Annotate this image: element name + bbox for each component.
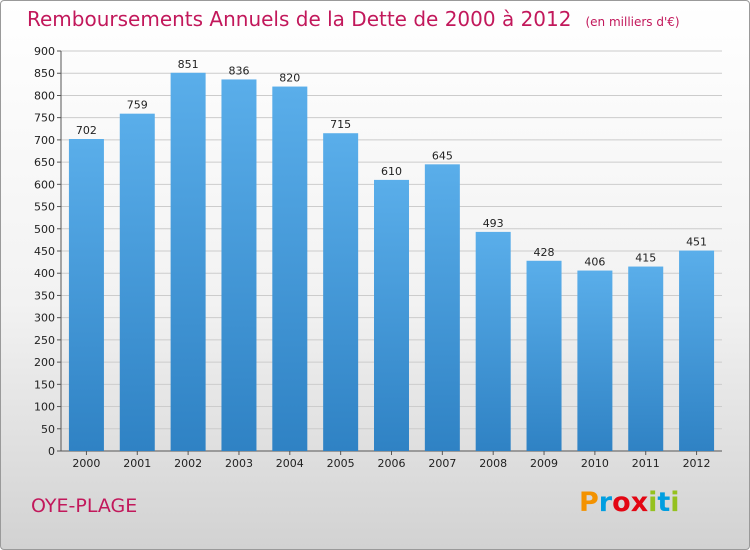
bar xyxy=(272,86,308,452)
x-tick-label: 2009 xyxy=(530,457,558,470)
x-tick-label: 2004 xyxy=(276,457,304,470)
y-tick-label: 400 xyxy=(34,267,55,280)
logo-letter: P xyxy=(579,487,599,518)
bar xyxy=(628,266,664,451)
bars xyxy=(68,72,715,452)
x-tick-label: 2010 xyxy=(581,457,609,470)
bar-value-label: 428 xyxy=(534,246,555,259)
y-tick-label: 350 xyxy=(34,289,55,302)
bar-value-label: 759 xyxy=(127,99,148,112)
bar-value-label: 715 xyxy=(330,118,351,131)
chart-unit: (en milliers d'€) xyxy=(585,15,680,29)
logo-letter: o xyxy=(612,487,631,518)
logo-letter: t xyxy=(657,487,671,518)
logo-letter: i xyxy=(648,487,658,518)
x-tick-label: 2008 xyxy=(479,457,507,470)
bar xyxy=(221,79,257,451)
y-tick-label: 850 xyxy=(34,67,55,80)
x-tick-label: 2011 xyxy=(632,457,660,470)
x-tick-label: 2000 xyxy=(72,457,100,470)
bar-value-label: 702 xyxy=(76,124,97,137)
y-tick-label: 150 xyxy=(34,378,55,391)
bar-value-label: 820 xyxy=(279,72,300,85)
chart-title-text: Remboursements Annuels de la Dette de 20… xyxy=(27,7,572,31)
x-tick-label: 2003 xyxy=(225,457,253,470)
logo-letter: x xyxy=(630,487,649,518)
bar xyxy=(424,164,460,452)
bar xyxy=(526,260,562,451)
bar xyxy=(170,72,206,452)
y-tick-label: 600 xyxy=(34,178,55,191)
bar-value-label: 610 xyxy=(381,165,402,178)
y-tick-label: 800 xyxy=(34,89,55,102)
y-tick-label: 250 xyxy=(34,334,55,347)
y-tick-label: 700 xyxy=(34,134,55,147)
bar xyxy=(374,179,409,451)
x-tick-label: 2001 xyxy=(123,457,151,470)
logo-letter: i xyxy=(670,487,680,518)
bar xyxy=(577,270,613,451)
y-tick-label: 900 xyxy=(34,45,55,58)
commune-name: OYE-PLAGE xyxy=(31,495,138,517)
bar-value-label: 406 xyxy=(584,256,605,269)
x-tick-label: 2007 xyxy=(428,457,456,470)
chart-title: Remboursements Annuels de la Dette de 20… xyxy=(27,7,680,31)
y-tick-label: 550 xyxy=(34,201,55,214)
bar xyxy=(323,133,359,451)
bar-value-label: 851 xyxy=(178,58,199,71)
bar-value-label: 493 xyxy=(483,217,504,230)
bar xyxy=(68,139,104,451)
y-tick-label: 50 xyxy=(41,423,55,436)
bar-value-label: 451 xyxy=(686,236,707,249)
labels: 0 50 100 150 200 250 300 350 400 450 500 550 600 650 7… xyxy=(34,45,711,470)
y-tick-label: 100 xyxy=(34,401,55,414)
bar-value-label: 836 xyxy=(228,64,249,77)
y-tick-label: 200 xyxy=(34,356,55,369)
x-tick-label: 2005 xyxy=(327,457,355,470)
y-tick-label: 450 xyxy=(34,245,55,258)
x-tick-label: 2002 xyxy=(174,457,202,470)
bar-value-label: 415 xyxy=(635,252,656,265)
y-tick-label: 500 xyxy=(34,223,55,236)
y-tick-label: 0 xyxy=(48,445,55,458)
logo-letter: r xyxy=(598,487,613,518)
bar-value-label: 645 xyxy=(432,149,453,162)
y-tick-label: 750 xyxy=(34,112,55,125)
y-tick-label: 650 xyxy=(34,156,55,169)
bar xyxy=(679,250,715,451)
x-tick-label: 2006 xyxy=(378,457,406,470)
x-tick-label: 2012 xyxy=(683,457,711,470)
y-tick-label: 300 xyxy=(34,312,55,325)
bar xyxy=(475,231,511,451)
proxiti-logo: Proxiti xyxy=(579,487,680,518)
bar xyxy=(119,113,155,452)
